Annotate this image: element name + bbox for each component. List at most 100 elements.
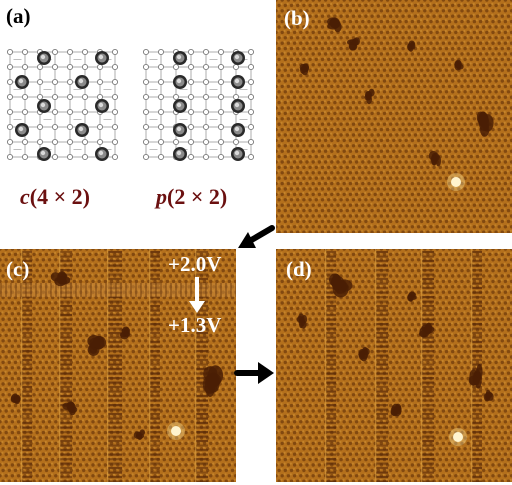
substrate-atom <box>142 108 150 116</box>
substrate-atom <box>187 93 195 101</box>
substrate-atom <box>111 48 119 56</box>
bright-spot <box>453 432 463 442</box>
panel-b: (b) <box>276 0 512 233</box>
substrate-atom <box>157 138 165 146</box>
substrate-atom <box>187 63 195 71</box>
defect <box>346 37 361 51</box>
substrate-atom <box>66 48 74 56</box>
lattice-c4x2-schematic <box>6 48 119 161</box>
substrate-atom <box>66 138 74 146</box>
substrate-atom <box>6 93 14 101</box>
caption-c4x2-text: (4 × 2) <box>29 184 90 209</box>
substrate-atom <box>66 153 74 161</box>
defect <box>476 111 494 137</box>
substrate-atom <box>217 108 225 116</box>
substrate-atom <box>51 138 59 146</box>
substrate-atom <box>51 78 59 86</box>
defect <box>364 88 375 105</box>
substrate-atom <box>66 108 74 116</box>
defect <box>202 365 224 398</box>
substrate-atom <box>157 93 165 101</box>
substrate-atom <box>36 138 44 146</box>
substrate-atom <box>232 63 240 71</box>
substrate-atom <box>217 138 225 146</box>
defect <box>390 403 402 417</box>
substrate-atom <box>21 93 29 101</box>
caption-p2x2: p(2 × 2) <box>156 186 227 208</box>
substrate-atom <box>21 153 29 161</box>
substrate-atom <box>187 78 195 86</box>
defect <box>454 59 464 71</box>
substrate-atom <box>247 63 255 71</box>
substrate-atom <box>157 78 165 86</box>
substrate-atom <box>172 93 180 101</box>
panel-d: (d) <box>276 249 512 482</box>
panel-b-label: (b) <box>284 6 310 30</box>
defect <box>428 150 442 167</box>
bright-spot <box>451 177 461 187</box>
substrate-atom <box>142 93 150 101</box>
substrate-atom <box>142 153 150 161</box>
arrow-down-left-icon <box>238 225 275 248</box>
stm-image-b <box>276 0 512 233</box>
defect <box>119 326 131 340</box>
bright-spot <box>171 426 181 436</box>
substrate-atom <box>142 138 150 146</box>
substrate-atom <box>36 63 44 71</box>
substrate-atom <box>111 93 119 101</box>
defect <box>87 334 107 356</box>
substrate-atom <box>111 63 119 71</box>
substrate-atom <box>51 93 59 101</box>
defect <box>299 63 310 76</box>
defect <box>326 17 342 33</box>
defect <box>407 40 416 52</box>
substrate-atom <box>51 153 59 161</box>
substrate-atom <box>142 78 150 86</box>
substrate-atom <box>6 108 14 116</box>
substrate-atom <box>6 63 14 71</box>
substrate-atom <box>21 138 29 146</box>
substrate-atom <box>111 108 119 116</box>
substrate-atom <box>6 78 14 86</box>
panel-d-label: (d) <box>286 257 312 281</box>
substrate-atom <box>157 108 165 116</box>
substrate-atom <box>111 153 119 161</box>
substrate-atom <box>202 63 210 71</box>
substrate-atom <box>96 123 104 131</box>
substrate-atom <box>111 138 119 146</box>
substrate-atom <box>66 123 74 131</box>
defect <box>468 363 483 389</box>
defect <box>62 401 78 416</box>
substrate-atom <box>232 93 240 101</box>
substrate-atom <box>202 138 210 146</box>
substrate-atom <box>96 93 104 101</box>
substrate-atom <box>202 78 210 86</box>
defect <box>329 273 353 298</box>
substrate-atom <box>81 48 89 56</box>
substrate-atom <box>247 48 255 56</box>
substrate-atom <box>202 93 210 101</box>
lattice-p2x2-schematic <box>142 48 255 161</box>
substrate-atom <box>111 78 119 86</box>
substrate-atom <box>157 123 165 131</box>
panel-a-label: (a) <box>6 4 31 28</box>
substrate-atom <box>36 78 44 86</box>
voltage-start-label: +2.0V <box>168 252 222 276</box>
substrate-atom <box>202 153 210 161</box>
substrate-atom <box>81 63 89 71</box>
substrate-atom <box>96 63 104 71</box>
panel-a: (a) c(4 × 2) p(2 × 2) <box>0 0 272 240</box>
stm-image-c <box>0 249 236 482</box>
substrate-atom <box>66 63 74 71</box>
substrate-atom <box>6 48 14 56</box>
substrate-atom <box>187 108 195 116</box>
caption-c4x2: c(4 × 2) <box>20 186 90 208</box>
arrow-down-icon <box>189 277 205 313</box>
panel-c-label: (c) <box>6 257 30 281</box>
substrate-atom <box>217 153 225 161</box>
substrate-atom <box>157 63 165 71</box>
caption-p2x2-text: (2 × 2) <box>167 184 228 209</box>
substrate-atom <box>247 153 255 161</box>
substrate-atom <box>81 138 89 146</box>
substrate-atom <box>66 78 74 86</box>
